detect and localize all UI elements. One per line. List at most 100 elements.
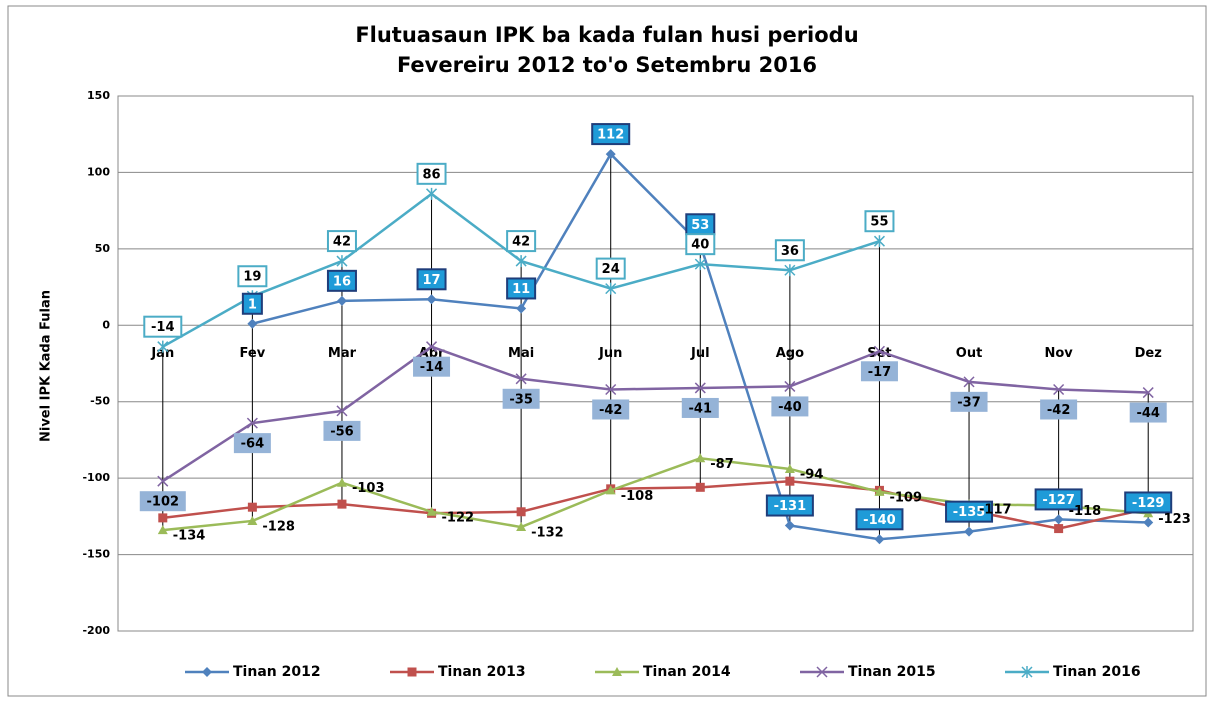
- data-label-box: [774, 239, 805, 262]
- marker: [426, 506, 437, 516]
- y-axis-label: Nivel IPK Kada Fulan: [39, 290, 54, 442]
- marker: [785, 476, 795, 486]
- data-label-box: [1129, 402, 1167, 423]
- data-label: -117: [979, 503, 1012, 518]
- y-tick-label: 100: [87, 165, 110, 178]
- data-label: 40: [691, 238, 709, 253]
- x-tick-label: Mar: [328, 346, 357, 361]
- data-label: 16: [333, 274, 351, 289]
- marker-shape: [785, 476, 795, 486]
- y-tick-label: -50: [90, 395, 110, 408]
- data-label: -40: [778, 400, 802, 415]
- data-label: 42: [333, 235, 351, 250]
- marker: [202, 667, 212, 677]
- marker-shape: [694, 258, 706, 271]
- data-label: -37: [957, 395, 981, 410]
- marker-shape: [516, 507, 526, 517]
- y-tick-label: -200: [82, 624, 110, 637]
- marker: [784, 264, 796, 277]
- marker-shape: [874, 534, 885, 545]
- y-tick-label: 50: [95, 242, 111, 255]
- data-label-box: [237, 265, 268, 288]
- data-label: -118: [1069, 504, 1102, 519]
- data-label-box: [591, 123, 631, 146]
- data-label-box: [241, 292, 263, 315]
- marker-shape: [336, 255, 348, 268]
- data-label: 17: [422, 273, 440, 288]
- marker: [963, 376, 975, 388]
- data-label-box: [1124, 491, 1173, 514]
- data-label-box: [506, 277, 537, 300]
- data-label-box: [945, 500, 994, 523]
- marker-shape: [1053, 383, 1065, 396]
- data-label-box: [864, 210, 895, 233]
- marker-shape: [612, 667, 622, 676]
- marker-shape: [516, 522, 527, 532]
- data-label: -44: [1136, 406, 1160, 421]
- marker-shape: [202, 667, 212, 677]
- data-label: 42: [512, 235, 530, 250]
- data-label: 55: [870, 215, 888, 230]
- marker-shape: [426, 187, 438, 200]
- marker: [336, 295, 347, 306]
- marker: [157, 525, 168, 535]
- marker-shape: [246, 417, 258, 429]
- marker-shape: [784, 463, 795, 473]
- data-label: -108: [621, 489, 654, 504]
- data-label: 36: [781, 244, 799, 259]
- y-tick-label: -150: [82, 548, 110, 561]
- marker: [612, 667, 622, 676]
- marker-shape: [605, 282, 617, 295]
- marker-shape: [873, 235, 885, 248]
- marker-shape: [516, 303, 527, 314]
- data-label-box: [139, 491, 186, 512]
- data-label-box: [950, 391, 988, 412]
- data-label: -102: [147, 495, 180, 510]
- y-tick-label: -100: [82, 471, 110, 484]
- series-line: [162, 345, 1149, 483]
- marker-shape: [605, 149, 616, 160]
- marker: [516, 507, 526, 517]
- marker-shape: [1143, 517, 1154, 528]
- marker: [336, 477, 347, 487]
- marker-shape: [816, 666, 828, 678]
- marker: [247, 318, 258, 329]
- marker-shape: [157, 525, 168, 535]
- marker: [1054, 524, 1064, 534]
- data-label-box: [771, 396, 809, 417]
- data-label: -35: [509, 392, 533, 407]
- data-label: -94: [800, 467, 824, 482]
- chart-title: Flutuasaun IPK ba kada fulan husi period…: [355, 23, 858, 47]
- marker: [605, 485, 616, 495]
- marker: [873, 345, 885, 357]
- data-label-box: [1034, 488, 1083, 511]
- marker-shape: [426, 294, 437, 305]
- chart-title: Fevereiru 2012 to'o Setembru 2016: [397, 53, 817, 77]
- data-label-box: [233, 433, 271, 454]
- data-label: -128: [262, 519, 295, 534]
- data-label: -64: [241, 437, 265, 452]
- data-label-box: [416, 268, 447, 291]
- marker-shape: [784, 520, 795, 531]
- data-label-box: [143, 315, 183, 338]
- data-label: -87: [710, 457, 734, 472]
- marker-shape: [515, 255, 527, 268]
- marker: [407, 667, 417, 677]
- data-label-box: [595, 257, 626, 280]
- marker: [516, 303, 527, 314]
- marker: [426, 187, 438, 200]
- data-label: -17: [868, 365, 892, 380]
- marker-shape: [695, 453, 706, 463]
- marker-shape: [336, 295, 347, 306]
- marker: [605, 383, 617, 396]
- data-label: -122: [442, 510, 475, 525]
- marker-shape: [1021, 666, 1033, 678]
- data-label: -127: [1042, 493, 1075, 508]
- legend-label: Tinan 2014: [643, 664, 731, 680]
- marker-shape: [784, 380, 796, 392]
- x-tick-label: Out: [956, 346, 983, 361]
- x-tick-label: Ago: [776, 346, 804, 361]
- marker-shape: [694, 382, 706, 394]
- data-label-box: [506, 230, 537, 253]
